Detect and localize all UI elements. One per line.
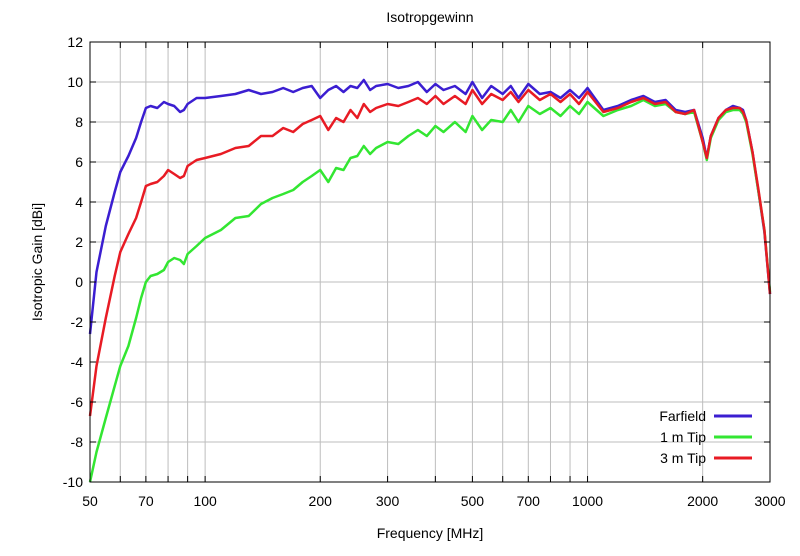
y-tick-label: 4: [75, 194, 83, 210]
x-tick-label: 50: [82, 493, 98, 509]
x-tick-label: 700: [517, 493, 541, 509]
x-tick-label: 300: [376, 493, 400, 509]
y-tick-label: 2: [75, 234, 83, 250]
series-line-1-m-tip: [88, 98, 772, 483]
y-tick-label: -6: [71, 394, 84, 410]
series-line-farfield: [88, 78, 772, 335]
x-tick-label: 200: [309, 493, 333, 509]
x-axis-label: Frequency [MHz]: [377, 525, 484, 541]
y-tick-label: 6: [75, 154, 83, 170]
x-tick-label: 500: [461, 493, 485, 509]
axis-ticks: [89, 41, 771, 483]
x-tick-label: 100: [193, 493, 217, 509]
y-tick-label: -4: [71, 354, 84, 370]
x-tick-labels: 50 70 100 200 300 500 700 1000 2000 3000: [82, 493, 786, 509]
y-tick-label: -2: [71, 314, 84, 330]
y-tick-label: 12: [67, 34, 83, 50]
legend-label: Farfield: [659, 408, 706, 424]
chart-title: Isotropgewinn: [386, 9, 473, 25]
y-tick-label: 0: [75, 274, 83, 290]
y-tick-label: 8: [75, 114, 83, 130]
y-tick-label: -8: [71, 434, 84, 450]
x-tick-label: 3000: [754, 493, 785, 509]
y-tick-labels: -10 -8 -6 -4 -2 0 2 4 6 8 10 12: [63, 34, 83, 490]
series-lines: [88, 78, 772, 483]
plot-frame: [89, 41, 771, 483]
legend: Farfield 1 m Tip 3 m Tip: [659, 408, 752, 466]
y-axis-label: Isotropic Gain [dBi]: [29, 203, 45, 321]
y-tick-label: -10: [63, 474, 83, 490]
series-line-3-m-tip: [88, 88, 772, 417]
x-tick-label: 1000: [572, 493, 603, 509]
x-tick-label: 70: [138, 493, 154, 509]
legend-label: 3 m Tip: [660, 450, 706, 466]
y-tick-label: 10: [67, 74, 83, 90]
legend-label: 1 m Tip: [660, 429, 706, 445]
x-tick-label: 2000: [687, 493, 718, 509]
